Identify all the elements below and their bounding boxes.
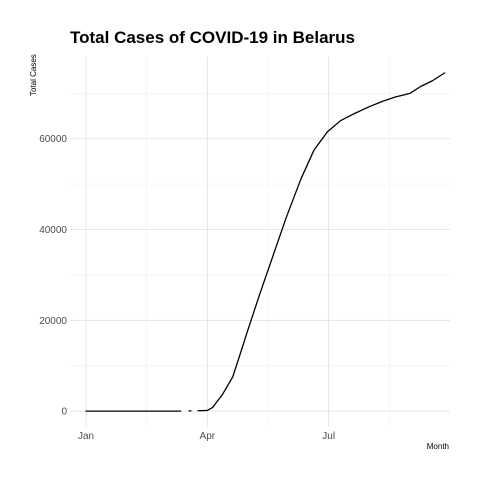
series-layer: [85, 72, 446, 412]
series-line-segment: [197, 72, 446, 412]
y-tick-label: 0: [61, 407, 67, 418]
y-tick-label: 20000: [39, 316, 67, 327]
tick-labels: 0 20000 40000 60000 Jan Apr Jul: [39, 134, 335, 442]
x-axis-title: Month: [427, 442, 449, 451]
chart-title: Total Cases of COVID-19 in Belarus: [70, 28, 355, 47]
x-tick-label: Jan: [78, 431, 94, 442]
x-tick-label: Jul: [322, 431, 335, 442]
y-tick-label: 40000: [39, 225, 67, 236]
grid: [70, 57, 450, 427]
y-axis-title: Total Cases: [29, 54, 38, 96]
y-tick-label: 60000: [39, 134, 67, 145]
x-tick-label: Apr: [200, 431, 216, 442]
